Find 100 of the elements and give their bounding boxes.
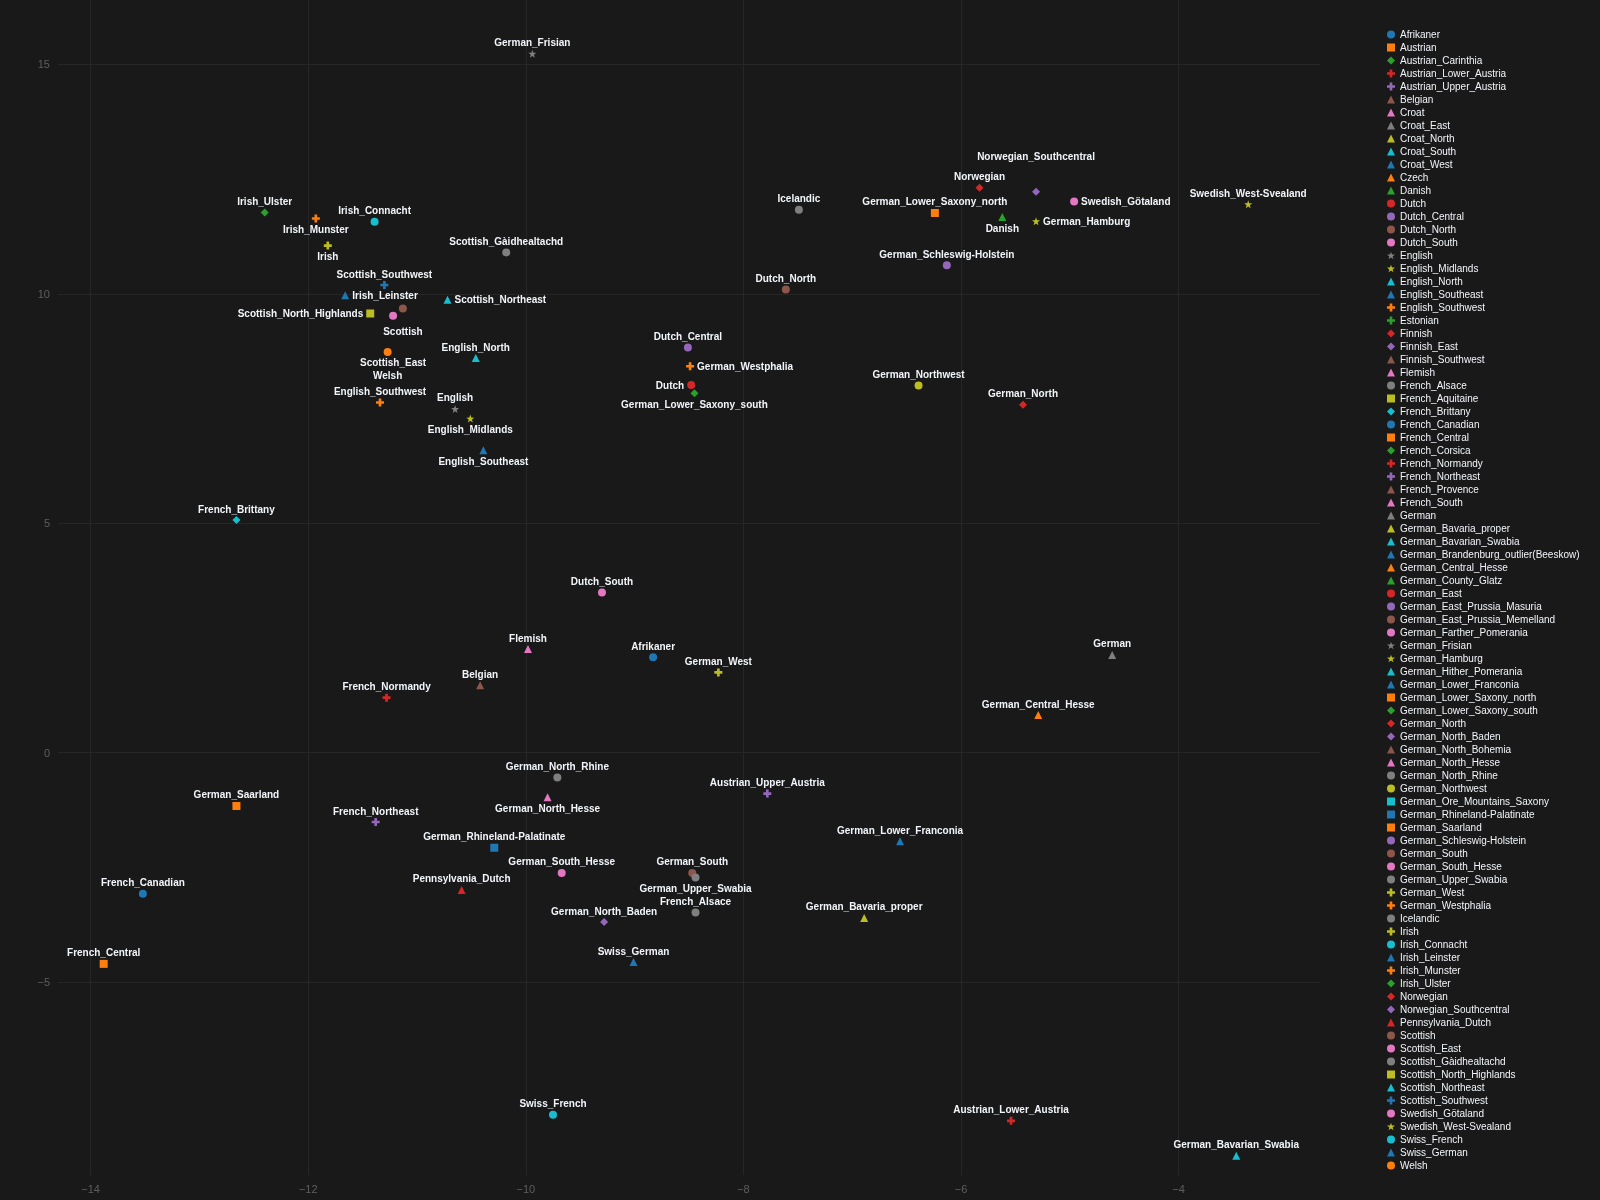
text: German_Bavarian_Swabia xyxy=(1173,1139,1300,1151)
legend-label: Estonian xyxy=(1400,315,1439,326)
legend-label: Austrian_Carinthia xyxy=(1400,55,1483,66)
point xyxy=(687,381,696,390)
text: German_Lower_Franconia xyxy=(836,824,964,836)
legend-label: German_Lower_Franconia xyxy=(1400,679,1520,690)
point xyxy=(99,959,108,968)
text: German_Saarland xyxy=(193,789,280,801)
text: English_Midlands xyxy=(427,424,513,436)
legend-label: German_Saarland xyxy=(1400,822,1482,833)
legend-label: German_Rhineland-Palatinate xyxy=(1400,809,1535,820)
text: Danish xyxy=(985,222,1019,234)
point xyxy=(914,381,923,390)
point xyxy=(597,588,606,597)
legend-label: German_East_Prussia_Masuria xyxy=(1400,601,1543,612)
legend-label: English_Midlands xyxy=(1400,263,1479,274)
x-tick-label: −4 xyxy=(1172,1182,1185,1195)
point xyxy=(311,214,320,223)
legend-label: German_Lower_Saxony_north xyxy=(1400,692,1537,703)
text: German_South_Hesse xyxy=(508,856,616,868)
point xyxy=(138,889,147,898)
text: Flemish xyxy=(509,632,547,644)
text: English_Southeast xyxy=(438,455,529,467)
legend-label: Irish xyxy=(1400,926,1419,937)
legend-label: Irish_Munster xyxy=(1400,965,1462,976)
legend-label: Scottish_East xyxy=(1400,1043,1462,1054)
legend-label: Scottish_Gàidhealtachd xyxy=(1400,1056,1506,1067)
legend-label: Finnish xyxy=(1400,328,1433,339)
y-tick-label: 10 xyxy=(37,287,50,300)
legend-label: Scottish_Southwest xyxy=(1400,1095,1489,1106)
legend-label: Norwegian_Southcentral xyxy=(1400,1004,1510,1015)
text: German_North_Hesse xyxy=(495,802,601,814)
point xyxy=(1018,400,1027,409)
legend-label: French_Corsica xyxy=(1400,445,1472,456)
legend-label: French_Alsace xyxy=(1400,380,1468,391)
legend-label: German_North_Hesse xyxy=(1400,757,1501,768)
legend-label: German_Bavarian_Swabia xyxy=(1400,536,1520,547)
text: Swedish_West-Svealand xyxy=(1189,187,1307,199)
legend-label: Finnish_Southwest xyxy=(1400,354,1485,365)
point xyxy=(1108,650,1117,659)
legend-label: Austrian_Lower_Austria xyxy=(1400,68,1507,79)
point xyxy=(376,398,385,407)
legend-label: Croat xyxy=(1400,107,1425,118)
point xyxy=(691,873,700,882)
point xyxy=(366,309,375,318)
legend-label: Flemish xyxy=(1400,367,1436,378)
legend-label: Dutch_South xyxy=(1400,237,1458,248)
legend-label: French_Aquitaine xyxy=(1400,393,1479,404)
text: Dutch_North xyxy=(755,273,817,285)
text: Austrian_Lower_Austria xyxy=(953,1104,1069,1116)
legend-label: Scottish xyxy=(1400,1030,1436,1041)
point xyxy=(370,217,379,226)
text: Scottish_East xyxy=(360,357,427,369)
text: English_North xyxy=(441,341,510,353)
legend-label: Afrikaner xyxy=(1400,29,1441,40)
legend-label: German xyxy=(1400,510,1437,521)
legend-label: Norwegian xyxy=(1400,991,1448,1002)
point xyxy=(490,843,499,852)
legend-label: German_North_Bohemia xyxy=(1400,744,1512,755)
point xyxy=(860,913,869,922)
legend-label: Croat_South xyxy=(1400,146,1457,157)
point xyxy=(942,261,951,270)
text: German_Northwest xyxy=(872,369,965,381)
text: German_Frisian xyxy=(494,37,571,49)
text: Scottish_Northeast xyxy=(454,294,547,306)
legend-label: English xyxy=(1400,250,1433,261)
y-tick-label: 15 xyxy=(37,58,50,71)
legend-label: German_North_Baden xyxy=(1400,731,1501,742)
legend-label: Czech xyxy=(1400,172,1429,183)
text: Scottish xyxy=(383,325,423,337)
text: Dutch xyxy=(655,379,685,391)
text: Dutch_Central xyxy=(653,330,723,342)
text: Dutch_South xyxy=(570,576,634,588)
legend-label: Danish xyxy=(1400,185,1432,196)
text: German_North xyxy=(987,388,1058,400)
text: Irish_Munster xyxy=(283,223,349,235)
point xyxy=(443,295,452,304)
legend-label: English_North xyxy=(1400,276,1463,287)
legend-label: Croat_West xyxy=(1400,159,1453,170)
text: German_Rhineland-Palatinate xyxy=(423,831,566,843)
legend-label: German_South xyxy=(1400,848,1468,859)
legend-label: French_Provence xyxy=(1400,484,1480,495)
text: German_Lower_Saxony_north xyxy=(862,196,1008,208)
legend-label: Swedish_West-Svealand xyxy=(1400,1121,1511,1132)
point xyxy=(781,285,790,294)
text: German_Schleswig-Holstein xyxy=(879,248,1015,260)
legend-label: German_Hamburg xyxy=(1400,653,1483,664)
text: Icelandic xyxy=(777,193,821,205)
point xyxy=(1032,217,1041,226)
point xyxy=(451,404,460,413)
text: Belgian xyxy=(462,668,499,680)
legend-label: Austrian_Upper_Austria xyxy=(1400,81,1507,92)
legend-label: Dutch_Central xyxy=(1400,211,1464,222)
legend-label: German_West xyxy=(1400,887,1465,898)
point xyxy=(975,183,984,192)
text: French_Northeast xyxy=(332,805,419,817)
point xyxy=(1032,187,1041,196)
legend-label: Scottish_North_Highlands xyxy=(1400,1069,1516,1080)
text: German_Lower_Saxony_south xyxy=(621,398,768,410)
legend-label: English_Southwest xyxy=(1400,302,1486,313)
